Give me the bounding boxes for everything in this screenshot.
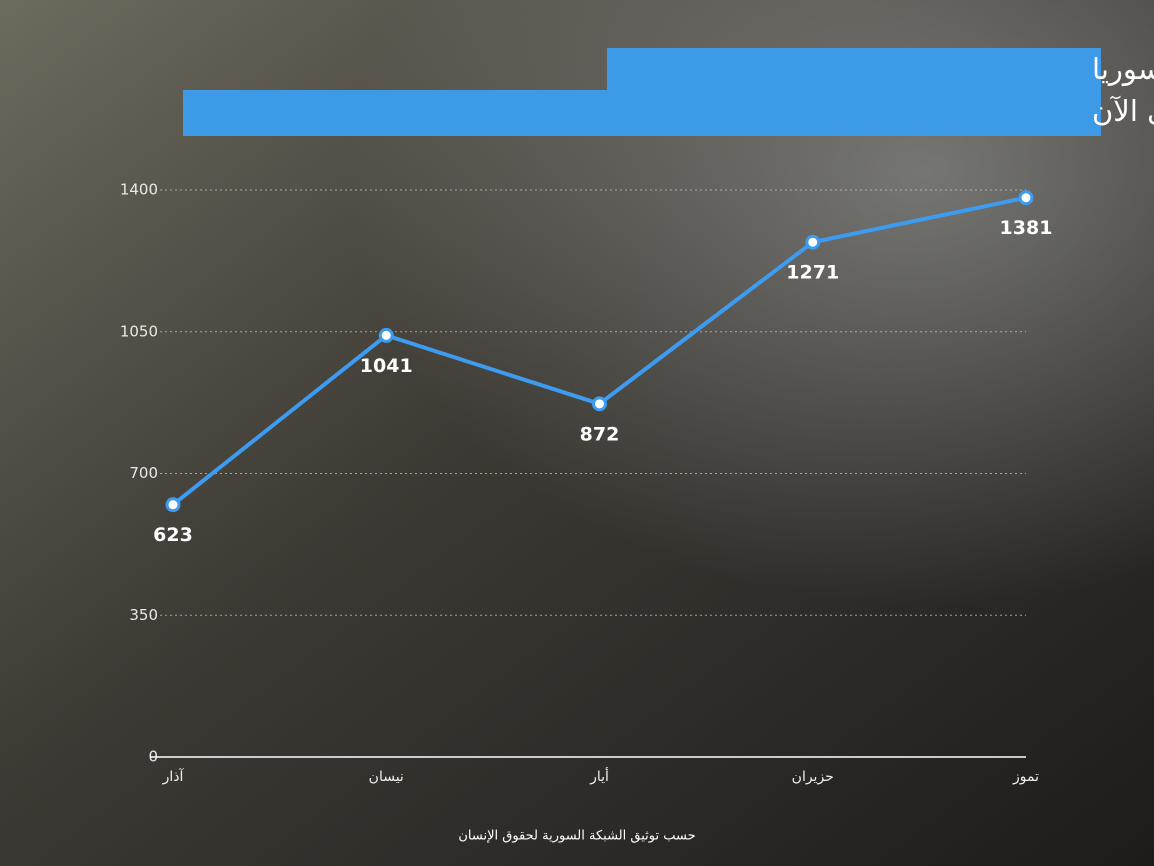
title-box [607, 48, 1101, 92]
y-tick-label: 350 [129, 606, 158, 624]
y-tick-label: 1400 [120, 181, 158, 199]
data-label: 872 [580, 423, 620, 445]
data-point [1020, 192, 1032, 204]
chart: حصيلة الضحايا المدنيين في سوريا منذ سريا… [0, 0, 1154, 866]
chart-title: حصيلة الضحايا المدنيين في سوريا [1092, 52, 1154, 87]
y-tick-label: 700 [129, 464, 158, 482]
data-point [167, 499, 179, 511]
x-tick-label: أيار [589, 767, 609, 785]
x-tick-label: تموز [1012, 769, 1039, 785]
data-label: 623 [153, 524, 193, 546]
data-point [380, 329, 392, 341]
data-label: 1271 [786, 262, 839, 284]
data-label: 1041 [360, 355, 413, 377]
x-tick-label: نيسان [369, 769, 404, 785]
page: حصيلة الضحايا المدنيين في سوريا منذ سريا… [0, 0, 1154, 866]
x-tick-label: حزيران [792, 769, 834, 785]
subtitle-box [183, 90, 1101, 136]
y-tick-label: 1050 [120, 322, 158, 340]
source-note: حسب توثيق الشبكة السورية لحقوق الإنسان [458, 829, 695, 844]
x-tick-label: آذار [162, 768, 185, 785]
data-point [594, 398, 606, 410]
data-point [807, 236, 819, 248]
chart-subtitle: منذ سريان بيان وقف الأعمال العدائية في 2… [1092, 92, 1154, 129]
data-label: 1381 [1000, 217, 1053, 239]
